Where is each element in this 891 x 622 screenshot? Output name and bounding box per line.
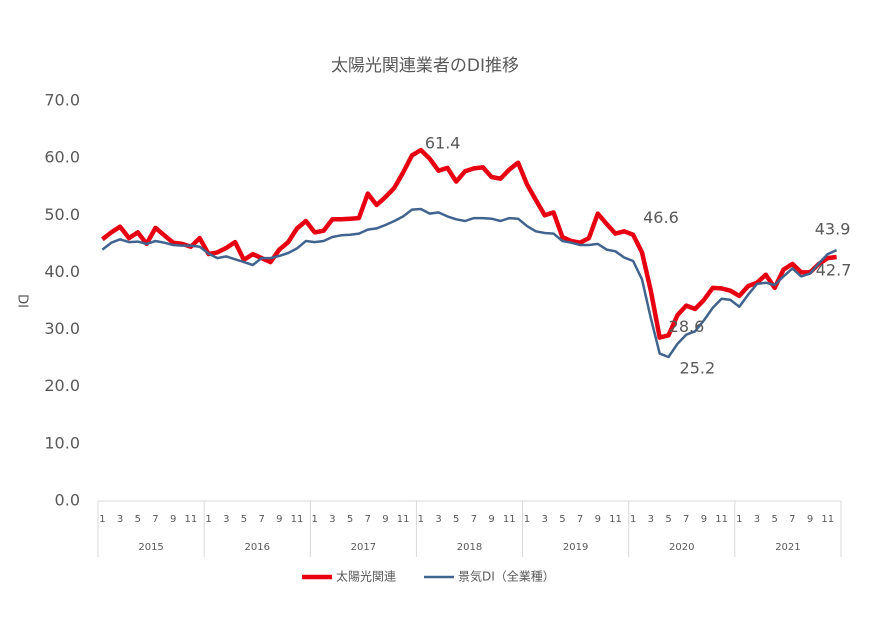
x-tick-label: 5 <box>135 514 141 525</box>
x-tick-label: 5 <box>559 514 565 525</box>
data-label: 28.6 <box>669 317 705 336</box>
series-line <box>101 207 838 359</box>
x-tick-label: 3 <box>435 514 441 525</box>
x-tick-label: 7 <box>152 514 158 525</box>
x-tick-label: 7 <box>258 514 264 525</box>
x-group-label: 2018 <box>457 542 482 553</box>
x-group-label: 2015 <box>138 542 163 553</box>
y-tick-label: 40.0 <box>44 262 80 281</box>
y-tick-label: 30.0 <box>44 319 80 338</box>
x-tick-label: 1 <box>205 514 211 525</box>
x-tick-label: 3 <box>223 514 229 525</box>
x-tick-label: 11 <box>291 514 304 525</box>
y-axis-title: DI <box>15 294 30 308</box>
series-line <box>101 147 837 340</box>
x-tick-label: 3 <box>117 514 123 525</box>
x-group-label: 2019 <box>563 542 588 553</box>
x-tick-label: 11 <box>609 514 622 525</box>
data-label: 25.2 <box>680 359 716 378</box>
x-tick-label: 7 <box>789 514 795 525</box>
x-tick-label: 5 <box>771 514 777 525</box>
y-tick-label: 20.0 <box>44 376 80 395</box>
x-group-label: 2016 <box>244 542 269 553</box>
x-tick-label: 5 <box>347 514 353 525</box>
x-tick-label: 11 <box>503 514 516 525</box>
data-label: 61.4 <box>425 134 461 153</box>
x-tick-label: 3 <box>329 514 335 525</box>
x-tick-label: 7 <box>683 514 689 525</box>
x-tick-label: 5 <box>665 514 671 525</box>
x-tick-label: 1 <box>418 514 424 525</box>
chart-title: 太陽光関連業者のDI推移 <box>331 56 519 76</box>
x-tick-label: 9 <box>488 514 494 525</box>
y-tick-label: 70.0 <box>44 91 80 110</box>
x-tick-label: 11 <box>715 514 728 525</box>
x-tick-label: 9 <box>701 514 707 525</box>
x-tick-label: 7 <box>365 514 371 525</box>
x-tick-label: 1 <box>736 514 742 525</box>
data-label: 46.6 <box>643 208 679 227</box>
y-tick-label: 50.0 <box>44 205 80 224</box>
x-tick-label: 5 <box>241 514 247 525</box>
x-tick-label: 1 <box>99 514 105 525</box>
x-tick-label: 1 <box>630 514 636 525</box>
x-group-label: 2021 <box>775 542 800 553</box>
x-tick-label: 9 <box>170 514 176 525</box>
x-tick-label: 5 <box>453 514 459 525</box>
legend-label: 景気DI（全業種） <box>458 569 555 584</box>
x-tick-label: 9 <box>382 514 388 525</box>
legend-label: 太陽光関連 <box>336 569 396 584</box>
x-tick-label: 1 <box>524 514 530 525</box>
x-group-label: 2017 <box>351 542 376 553</box>
y-tick-label: 0.0 <box>55 491 80 510</box>
data-label: 42.7 <box>816 261 852 280</box>
x-tick-label: 1 <box>312 514 318 525</box>
x-tick-label: 7 <box>471 514 477 525</box>
x-tick-label: 3 <box>754 514 760 525</box>
y-tick-label: 10.0 <box>44 433 80 452</box>
x-tick-label: 11 <box>185 514 198 525</box>
data-label: 43.9 <box>815 220 851 239</box>
y-tick-label: 60.0 <box>44 148 80 167</box>
x-group-label: 2020 <box>669 542 694 553</box>
x-tick-label: 11 <box>821 514 834 525</box>
x-tick-label: 9 <box>595 514 601 525</box>
x-tick-label: 3 <box>541 514 547 525</box>
x-tick-label: 7 <box>577 514 583 525</box>
x-tick-label: 9 <box>276 514 282 525</box>
x-tick-label: 9 <box>807 514 813 525</box>
x-tick-label: 3 <box>648 514 654 525</box>
x-tick-label: 11 <box>397 514 410 525</box>
